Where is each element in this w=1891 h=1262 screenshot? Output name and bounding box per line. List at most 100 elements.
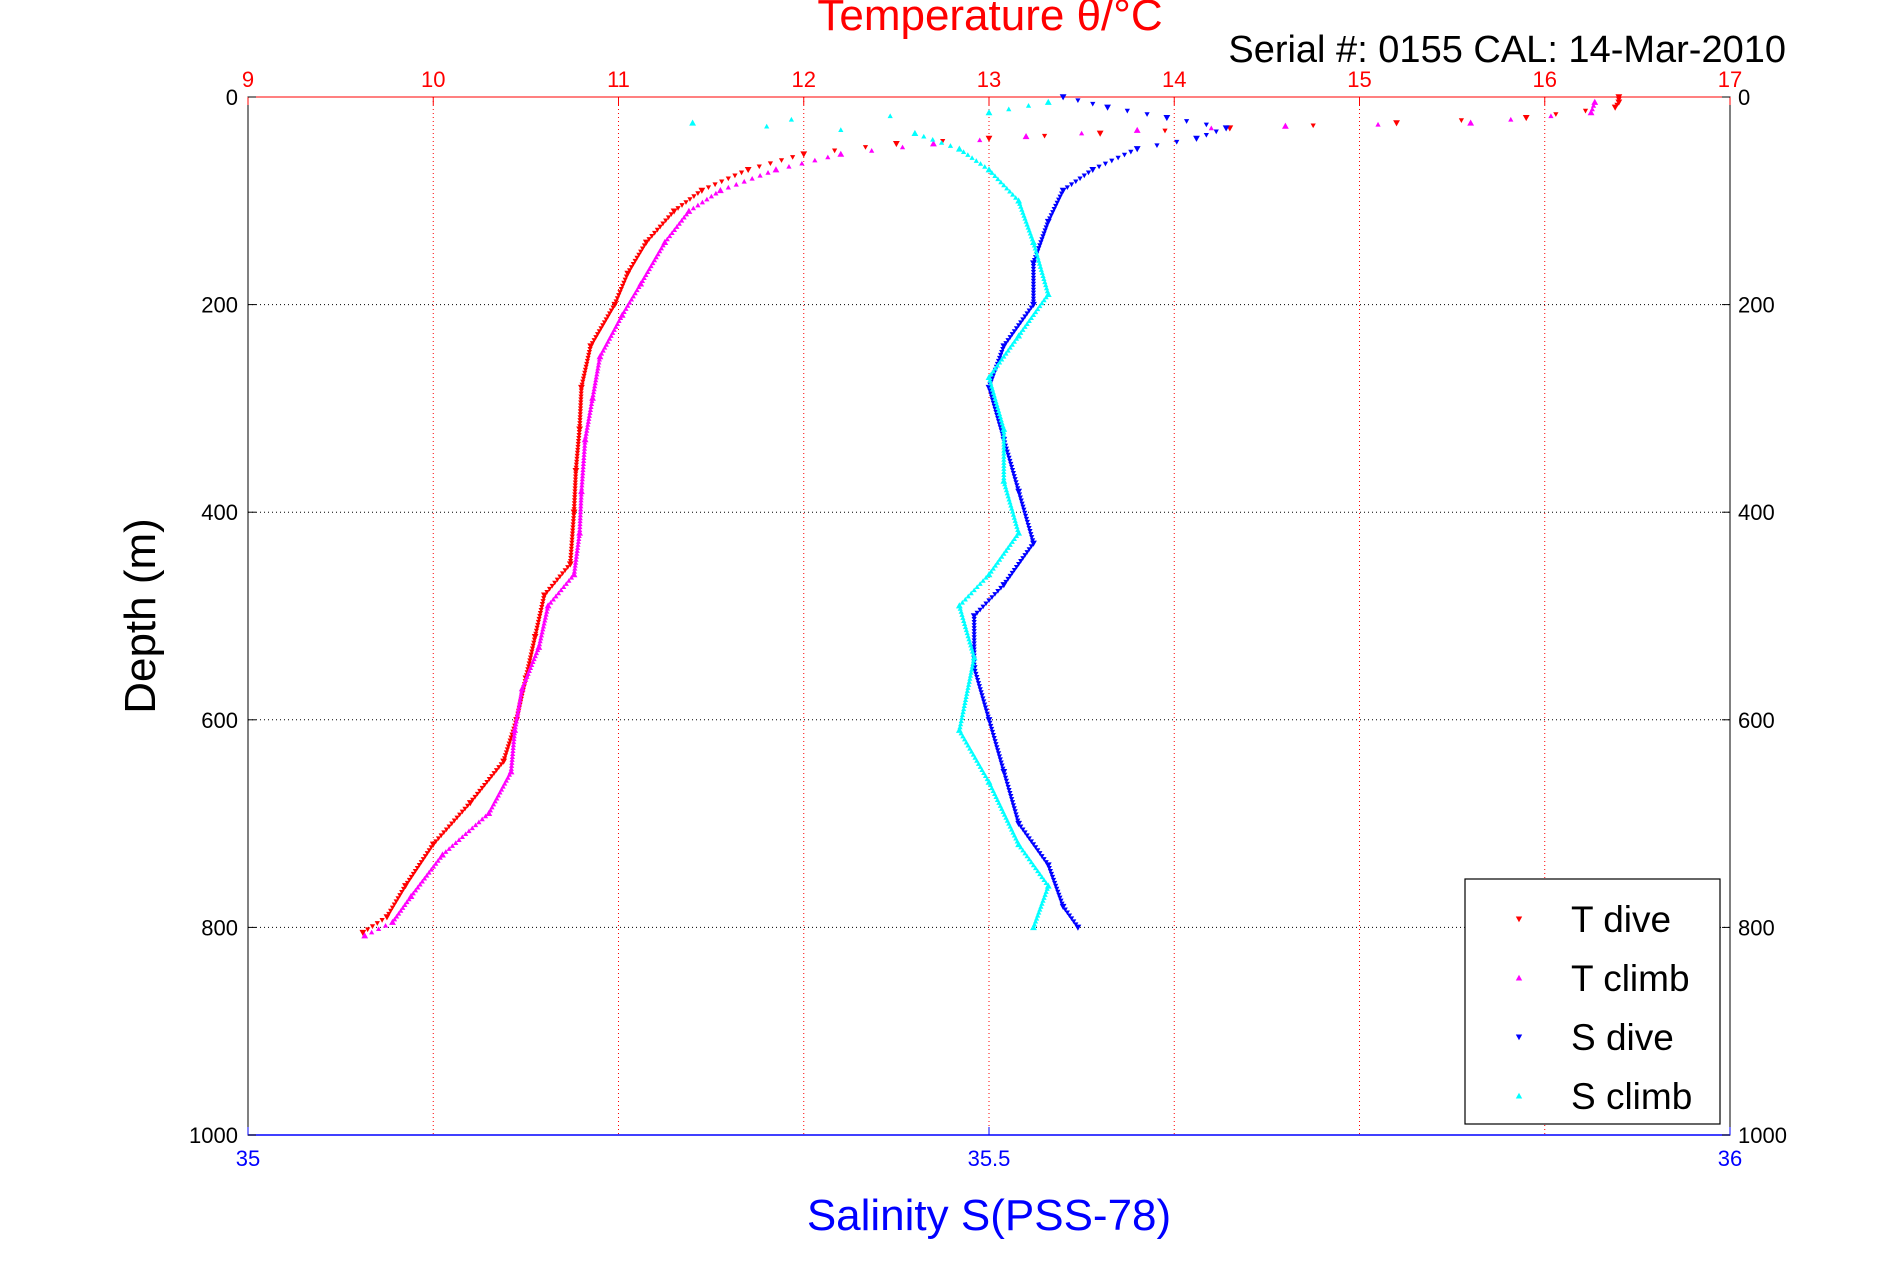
data-point bbox=[1030, 281, 1037, 287]
data-point bbox=[998, 760, 1004, 766]
data-point bbox=[531, 640, 537, 646]
data-point bbox=[594, 332, 601, 337]
data-point bbox=[406, 877, 413, 883]
data-point bbox=[513, 718, 519, 724]
data-point bbox=[999, 554, 1005, 559]
data-point bbox=[968, 748, 975, 754]
data-point bbox=[1016, 323, 1022, 328]
data-point bbox=[608, 308, 614, 314]
data-point bbox=[583, 364, 589, 370]
data-point bbox=[1096, 164, 1102, 170]
data-point bbox=[825, 154, 831, 160]
temperature-tick-label: 15 bbox=[1347, 67, 1371, 92]
data-point bbox=[657, 224, 663, 230]
legend-label: S dive bbox=[1571, 1017, 1674, 1058]
data-point bbox=[539, 605, 545, 610]
data-point bbox=[561, 584, 567, 590]
data-point bbox=[596, 329, 602, 334]
data-point bbox=[960, 615, 966, 620]
data-point bbox=[667, 233, 673, 239]
legend-marker bbox=[1515, 1034, 1523, 1041]
depth-tick-label-left: 400 bbox=[201, 500, 238, 525]
data-point bbox=[741, 178, 747, 184]
data-point bbox=[636, 284, 642, 290]
data-point bbox=[1615, 94, 1623, 101]
data-point bbox=[575, 441, 581, 447]
data-point bbox=[1009, 539, 1015, 544]
data-point bbox=[1024, 550, 1030, 555]
data-point bbox=[605, 314, 611, 320]
data-point bbox=[1001, 469, 1007, 474]
data-point bbox=[588, 404, 594, 409]
legend-entry: S dive bbox=[1515, 1017, 1674, 1058]
data-point bbox=[576, 430, 582, 435]
data-point bbox=[401, 886, 407, 892]
data-point bbox=[369, 924, 376, 929]
data-point bbox=[469, 825, 475, 831]
data-point bbox=[1089, 166, 1097, 174]
data-point bbox=[977, 607, 983, 613]
data-point bbox=[1022, 133, 1030, 140]
data-point bbox=[1041, 231, 1047, 237]
data-point bbox=[1006, 496, 1012, 502]
data-point bbox=[1030, 260, 1037, 267]
data-point bbox=[1006, 787, 1012, 793]
data-point bbox=[502, 753, 509, 758]
data-point bbox=[1001, 466, 1007, 471]
data-point bbox=[968, 642, 974, 648]
data-point bbox=[595, 365, 601, 371]
data-point bbox=[406, 896, 412, 902]
data-point bbox=[1015, 818, 1021, 824]
data-point bbox=[542, 614, 549, 620]
data-point bbox=[579, 479, 585, 485]
data-point bbox=[1011, 339, 1018, 344]
data-point bbox=[790, 155, 796, 160]
data-point bbox=[412, 868, 418, 874]
data-point bbox=[1007, 188, 1013, 194]
data-point bbox=[414, 866, 420, 871]
data-point bbox=[573, 474, 579, 480]
depth-tick-label-right: 200 bbox=[1738, 293, 1775, 318]
data-point bbox=[1032, 845, 1039, 850]
data-point bbox=[1144, 112, 1150, 117]
data-point bbox=[557, 574, 563, 580]
data-point bbox=[587, 343, 595, 350]
data-point bbox=[675, 206, 681, 211]
data-point bbox=[1022, 830, 1028, 836]
data-point bbox=[1030, 284, 1037, 290]
data-point bbox=[1018, 320, 1024, 325]
data-point bbox=[1077, 176, 1083, 182]
data-point bbox=[518, 691, 524, 697]
legend-label: T dive bbox=[1571, 899, 1671, 940]
data-point bbox=[634, 287, 640, 293]
data-point bbox=[579, 485, 585, 491]
data-point bbox=[976, 684, 983, 689]
data-point bbox=[657, 248, 663, 254]
data-point bbox=[433, 861, 439, 866]
data-point bbox=[510, 742, 517, 748]
data-point bbox=[1009, 467, 1016, 473]
data-point bbox=[994, 362, 1001, 368]
data-point bbox=[996, 355, 1003, 361]
data-point bbox=[1015, 820, 1023, 827]
data-point bbox=[544, 605, 551, 611]
data-point bbox=[1007, 458, 1013, 464]
data-point bbox=[687, 197, 693, 202]
data-point bbox=[985, 714, 991, 720]
data-point bbox=[683, 211, 690, 217]
data-point bbox=[999, 763, 1005, 769]
data-point bbox=[1044, 222, 1050, 228]
data-point bbox=[704, 196, 710, 202]
data-point bbox=[996, 754, 1003, 760]
data-point bbox=[581, 446, 588, 451]
data-point bbox=[1085, 170, 1092, 176]
data-point bbox=[985, 373, 993, 380]
data-point bbox=[1039, 874, 1045, 880]
data-point bbox=[646, 266, 652, 272]
data-point bbox=[570, 571, 578, 578]
data-point bbox=[653, 254, 659, 260]
data-point bbox=[571, 568, 578, 574]
data-point bbox=[1034, 251, 1040, 257]
depth-tick-label-right: 0 bbox=[1738, 85, 1750, 110]
data-point bbox=[571, 516, 577, 521]
